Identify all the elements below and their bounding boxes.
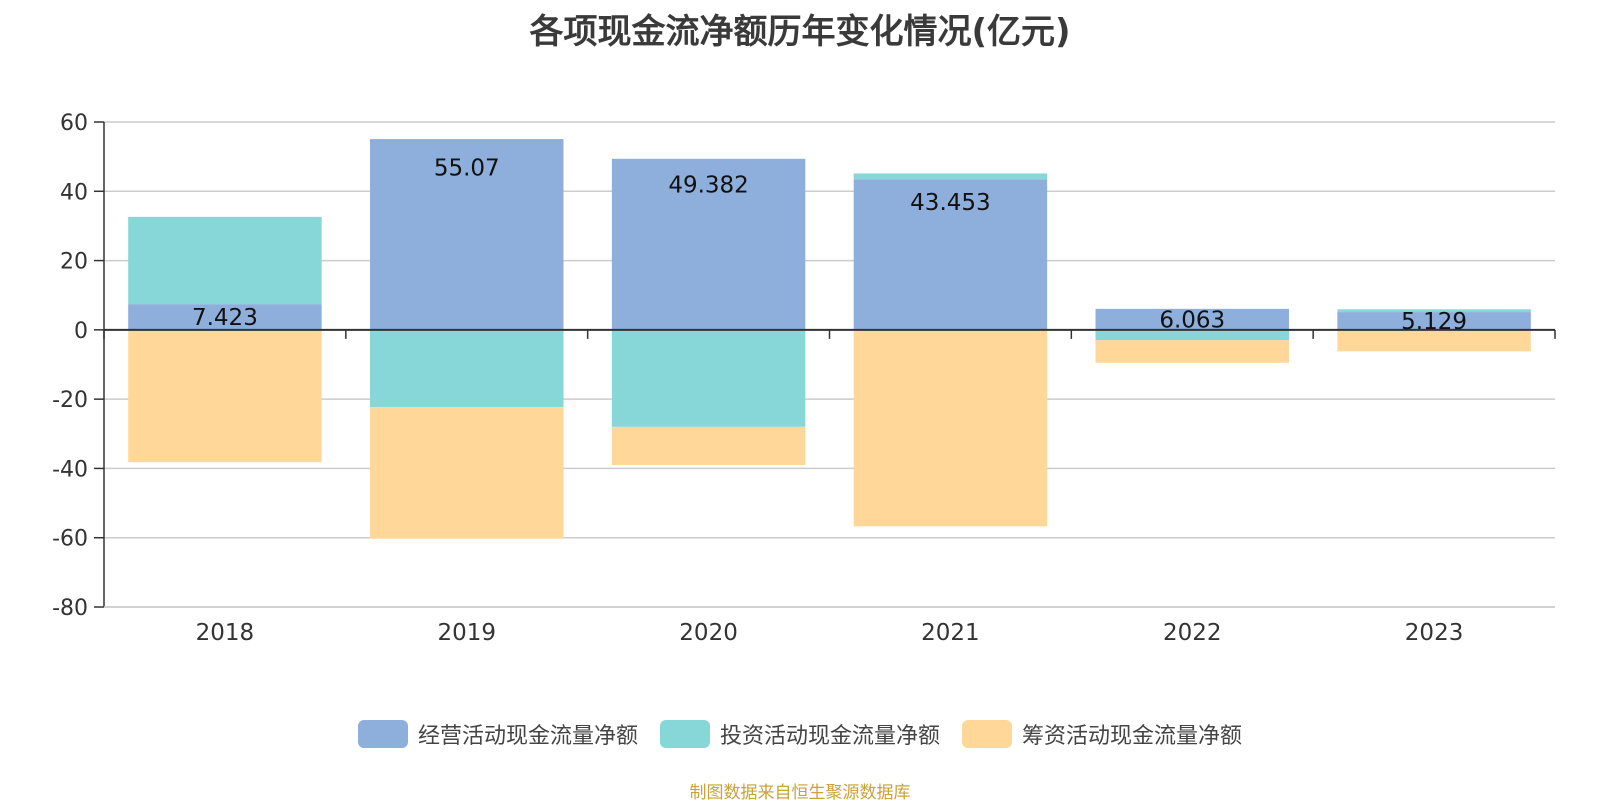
x-tick-label: 2022: [1163, 620, 1222, 646]
y-tick-label: -20: [52, 388, 88, 413]
bar-2-2018: [128, 216, 322, 305]
y-tick-label: 60: [60, 111, 88, 136]
y-tick-label: 40: [60, 180, 88, 205]
bar-2-2023: [1337, 309, 1531, 313]
bar-1-2021: [853, 179, 1048, 330]
x-tick-label: 2018: [196, 620, 255, 646]
legend-item[interactable]: 投资活动现金流量净额: [659, 718, 940, 750]
legend-label: 投资活动现金流量净额: [719, 724, 940, 749]
x-tick-label: 2020: [679, 620, 738, 646]
bar-1-2020: [611, 158, 806, 330]
legend-item[interactable]: 筹资活动现金流量净额: [962, 718, 1242, 750]
y-tick-label: -60: [52, 527, 88, 552]
legend-swatch: [357, 720, 408, 748]
legend-label: 经营活动现金流量净额: [417, 724, 638, 749]
y-tick-label: -40: [52, 457, 88, 482]
source-note: 制图数据来自恒生聚源数据库: [689, 783, 911, 803]
legend-label: 筹资活动现金流量净额: [1022, 724, 1243, 749]
bar-1-2019: [370, 139, 564, 330]
data-label: 6.063: [1159, 307, 1225, 333]
bar-2-2020: [611, 329, 806, 427]
data-label: 43.453: [910, 190, 990, 216]
bar-1-2018: [128, 304, 322, 330]
bar-2-2019: [370, 329, 564, 408]
data-label: 49.382: [668, 172, 748, 198]
data-label: 5.129: [1401, 309, 1467, 335]
y-tick-label: -80: [52, 596, 88, 621]
chart-title: 各项现金流净额历年变化情况(亿元): [529, 12, 1071, 52]
bar-2-2022: [1095, 329, 1289, 341]
bar-3-2022: [1095, 340, 1289, 363]
bar-3-2021: [853, 329, 1048, 527]
bars-layer: [128, 139, 1531, 539]
legend-swatch: [962, 720, 1012, 748]
legend-item[interactable]: 经营活动现金流量净额: [357, 718, 638, 750]
bar-3-2023: [1337, 329, 1531, 352]
bar-1-2022: [1095, 308, 1289, 330]
x-tick-label: 2023: [1405, 620, 1464, 646]
x-tick-label: 2021: [921, 620, 980, 646]
legend-swatch: [659, 720, 710, 748]
y-tick-label: 20: [60, 250, 88, 275]
bar-2-2021: [853, 173, 1048, 180]
x-tick-label: 2019: [437, 620, 496, 646]
labels-layer: 2018 2019 2020 2021 2022 2023 7.423 55.07 49.382…: [192, 156, 1467, 646]
y-tick-label: 0: [74, 319, 88, 344]
legend: 经营活动现金流量净额 投资活动现金流量净额 筹资活动现金流量净额: [0, 718, 1600, 750]
bar-3-2018: [128, 329, 322, 463]
data-label: 55.07: [434, 156, 500, 182]
bar-1-2023: [1337, 312, 1531, 330]
data-label: 7.423: [192, 305, 258, 331]
bar-3-2020: [611, 426, 806, 465]
bar-3-2019: [370, 407, 564, 539]
axis-layer: 60 40 20 0 -20 -40 -60 -80: [52, 111, 1556, 621]
